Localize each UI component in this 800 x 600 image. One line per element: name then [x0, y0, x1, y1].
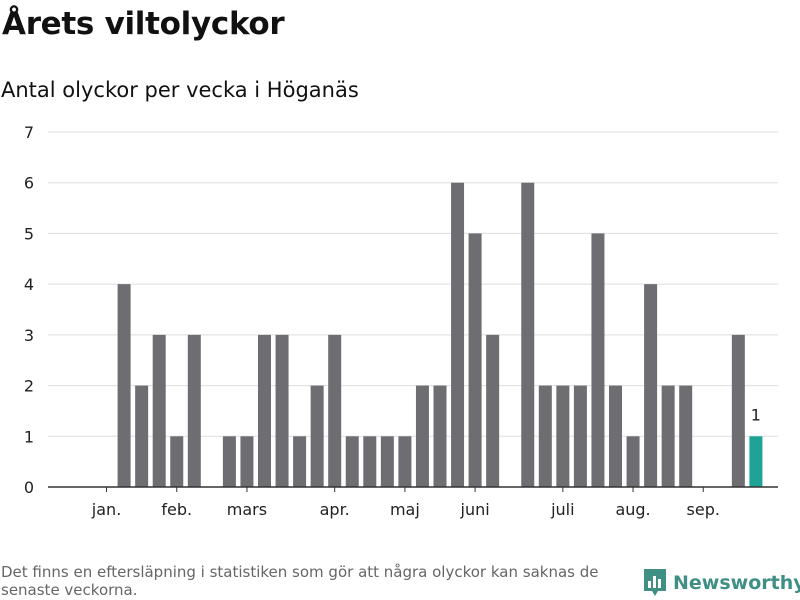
bar-week-39 [749, 436, 763, 487]
chart-subtitle: Antal olyckor per vecka i Höganäs [1, 78, 359, 102]
bar-week-6 [170, 436, 184, 487]
x-tick-label: juli [550, 500, 574, 519]
bar-week-26 [521, 182, 535, 487]
bar-week-9 [222, 436, 236, 487]
bar-week-10 [240, 436, 254, 487]
x-tick-label: sep. [687, 500, 720, 519]
bar-week-4 [135, 385, 149, 487]
bar-week-15 [328, 334, 342, 487]
y-tick-label: 1 [24, 427, 34, 446]
bar-week-24 [486, 334, 500, 487]
x-tick-label: aug. [615, 500, 650, 519]
bar-week-20 [415, 385, 429, 487]
bar-week-5 [152, 334, 166, 487]
bar-week-3 [117, 284, 131, 487]
y-tick-label: 5 [24, 224, 34, 243]
brand-name: Newsworthy [673, 572, 800, 594]
bar-week-23 [468, 233, 482, 487]
bar-week-28 [556, 385, 570, 487]
bar-week-27 [538, 385, 552, 487]
x-tick-label: jan. [91, 500, 121, 519]
bar-chart-logo-icon [644, 569, 666, 596]
x-tick-label: mars [227, 500, 267, 519]
y-tick-label: 6 [24, 174, 34, 193]
bar-week-30 [591, 233, 605, 487]
bars [117, 182, 763, 487]
bar-week-16 [345, 436, 359, 487]
x-tick-label: feb. [161, 500, 192, 519]
bar-chart: 0 1 2 3 4 5 6 7 jan. feb. mars apr. maj juni juli aug.… [24, 123, 778, 519]
bar-week-31 [609, 385, 622, 487]
data-label: 1 [751, 405, 761, 424]
bar-week-22 [451, 182, 465, 487]
page-title: Årets viltolyckor [2, 6, 285, 42]
bar-week-17 [363, 436, 377, 487]
x-axis-ticks: jan. feb. mars apr. maj juni juli aug. sep. [91, 487, 720, 519]
y-tick-label: 7 [24, 123, 34, 142]
footnote: Det finns en eftersläpning i statistiken… [1, 563, 599, 599]
grid-lines [48, 131, 778, 437]
y-tick-label: 0 [24, 478, 34, 497]
y-tick-label: 4 [24, 275, 34, 294]
bar-week-21 [433, 385, 447, 487]
bar-week-18 [380, 436, 394, 487]
y-tick-label: 3 [24, 326, 34, 345]
bar-week-29 [573, 385, 587, 487]
x-tick-label: juni [460, 500, 490, 519]
bar-week-7 [187, 334, 201, 487]
brand-logo[interactable]: Newsworthy [643, 568, 800, 598]
bar-week-11 [258, 334, 271, 487]
bar-week-38 [731, 334, 745, 487]
x-tick-label: apr. [320, 500, 350, 519]
bar-week-33 [644, 284, 658, 487]
bar-week-12 [275, 334, 289, 487]
annotations: 1 [751, 405, 761, 424]
y-tick-label: 2 [24, 377, 34, 396]
bar-week-35 [679, 385, 693, 487]
bar-week-14 [310, 385, 324, 487]
y-axis-ticks: 0 1 2 3 4 5 6 7 [24, 123, 34, 497]
bar-week-34 [661, 385, 675, 487]
bar-week-32 [626, 436, 640, 487]
x-tick-label: maj [390, 500, 420, 519]
bar-week-19 [398, 436, 412, 487]
bar-week-13 [293, 436, 307, 487]
